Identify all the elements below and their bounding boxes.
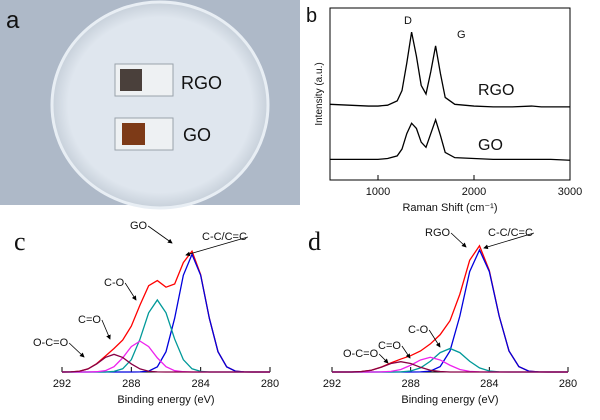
- series-line: [330, 117, 571, 161]
- series-line: [62, 340, 270, 373]
- peak-label: C-O: [104, 277, 125, 289]
- peak-annotation: D: [404, 15, 412, 27]
- photo-panel: a RGO GO: [0, 0, 300, 210]
- plot-frame: [329, 7, 571, 181]
- x-axis-title: Binding energy (eV): [401, 394, 498, 406]
- x-tick-label: 284: [480, 378, 498, 390]
- x-tick-label: 3000: [558, 186, 582, 198]
- x-tick-label: 292: [323, 378, 341, 390]
- panel-label: b: [306, 5, 317, 27]
- y-axis-title: Intensity (a.u.): [314, 62, 325, 125]
- series-line: [61, 353, 270, 373]
- peak-label: C-C/C=C: [488, 227, 533, 239]
- peak-label: C=O: [378, 340, 401, 352]
- x-tick-label: 288: [122, 378, 140, 390]
- peak-label: C=O: [78, 314, 101, 326]
- go-film: [122, 123, 145, 145]
- peak-label: RGO: [425, 227, 451, 239]
- x-tick-label: 288: [401, 378, 419, 390]
- x-tick-label: 284: [191, 378, 209, 390]
- panel-label: c: [14, 227, 26, 256]
- peak-annotation: G: [457, 29, 466, 41]
- peak-label: O-C=O: [33, 337, 69, 349]
- series-line: [332, 361, 568, 373]
- x-tick-label: 1000: [366, 186, 390, 198]
- panel-label: d: [308, 227, 321, 256]
- annotation-arrow: [378, 353, 389, 364]
- annotation-arrow: [185, 236, 249, 257]
- series-line: [329, 31, 570, 108]
- peak-label: O-C=O: [343, 348, 379, 360]
- x-tick-label: 292: [53, 378, 71, 390]
- annotation-arrow: [101, 319, 111, 340]
- annotation-arrow: [147, 225, 173, 244]
- series-line: [61, 249, 270, 373]
- annotation-arrow: [401, 345, 411, 359]
- photo-label: GO: [183, 125, 211, 145]
- x-axis-title: Raman Shift (cm⁻¹): [402, 202, 497, 214]
- series-line: [62, 298, 270, 373]
- x-tick-label: 280: [559, 378, 577, 390]
- series-label: RGO: [478, 82, 514, 99]
- annotation-arrow: [483, 232, 535, 250]
- x-axis-title: Binding energy (eV): [117, 394, 214, 406]
- x-tick-label: 2000: [462, 186, 486, 198]
- rgo-film: [120, 69, 142, 91]
- x-tick-label: 280: [261, 378, 279, 390]
- annotation-arrow: [428, 329, 441, 348]
- series-label: GO: [478, 137, 503, 154]
- petri-dish: [50, 0, 270, 210]
- annotation-arrow: [450, 232, 467, 248]
- annotation-arrow: [68, 342, 85, 358]
- peak-label: C-O: [408, 324, 429, 336]
- peak-label: GO: [130, 220, 148, 232]
- photo-label: RGO: [181, 73, 222, 93]
- panel-label: a: [6, 7, 20, 34]
- annotation-arrow: [124, 282, 137, 301]
- peak-label: C-C/C=C: [202, 231, 247, 243]
